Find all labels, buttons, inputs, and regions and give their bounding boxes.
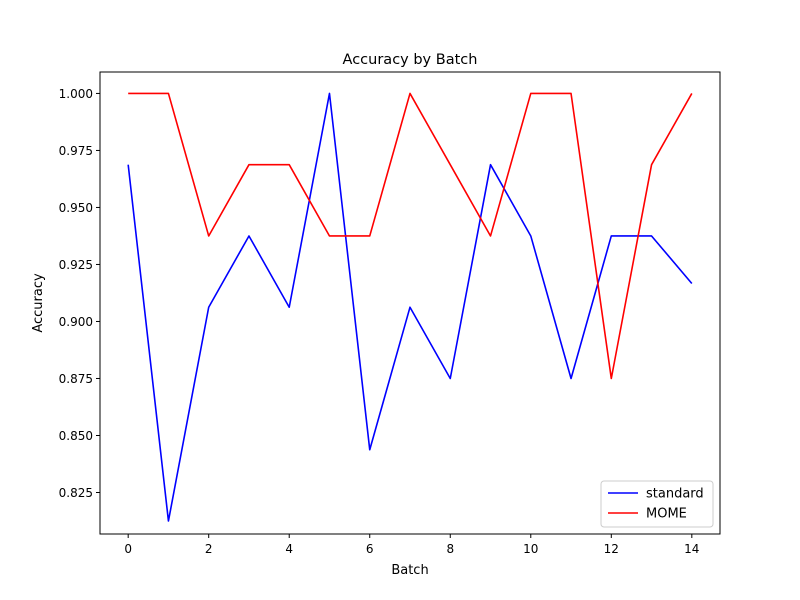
y-tick-label: 0.950 (59, 201, 93, 215)
x-axis-label: Batch (391, 563, 428, 578)
y-tick-label: 0.825 (59, 486, 93, 500)
x-tick-label: 6 (366, 542, 374, 556)
y-tick-label: 0.900 (59, 315, 93, 329)
y-tick-label: 0.875 (59, 372, 93, 386)
y-axis: 0.825 0.850 0.875 0.900 0.925 0.950 0.975 1.000 (59, 87, 100, 500)
legend: standard MOME (600, 480, 714, 528)
x-tick-label: 8 (446, 542, 454, 556)
x-tick-label: 4 (285, 542, 293, 556)
x-tick-label: 14 (684, 542, 699, 556)
x-tick-label: 0 (124, 542, 132, 556)
plot-background (100, 72, 720, 534)
y-tick-label: 0.975 (59, 144, 93, 158)
legend-label-standard: standard (646, 487, 704, 502)
x-tick-label: 12 (604, 542, 619, 556)
y-tick-label: 0.850 (59, 429, 93, 443)
chart-title: Accuracy by Batch (343, 52, 478, 68)
y-axis-label: Accuracy (31, 273, 46, 333)
y-tick-label: 0.925 (59, 258, 93, 272)
plot-frame (99, 71, 721, 535)
x-axis: 0 2 4 6 8 10 12 14 (124, 534, 699, 556)
y-tick-label: 1.000 (59, 87, 93, 101)
legend-label-mome: MOME (646, 507, 687, 522)
series-line-mome (128, 92, 693, 380)
plot-area (99, 71, 721, 535)
x-tick-label: 2 (205, 542, 213, 556)
series-layer (127, 92, 693, 522)
x-tick-label: 10 (523, 542, 538, 556)
